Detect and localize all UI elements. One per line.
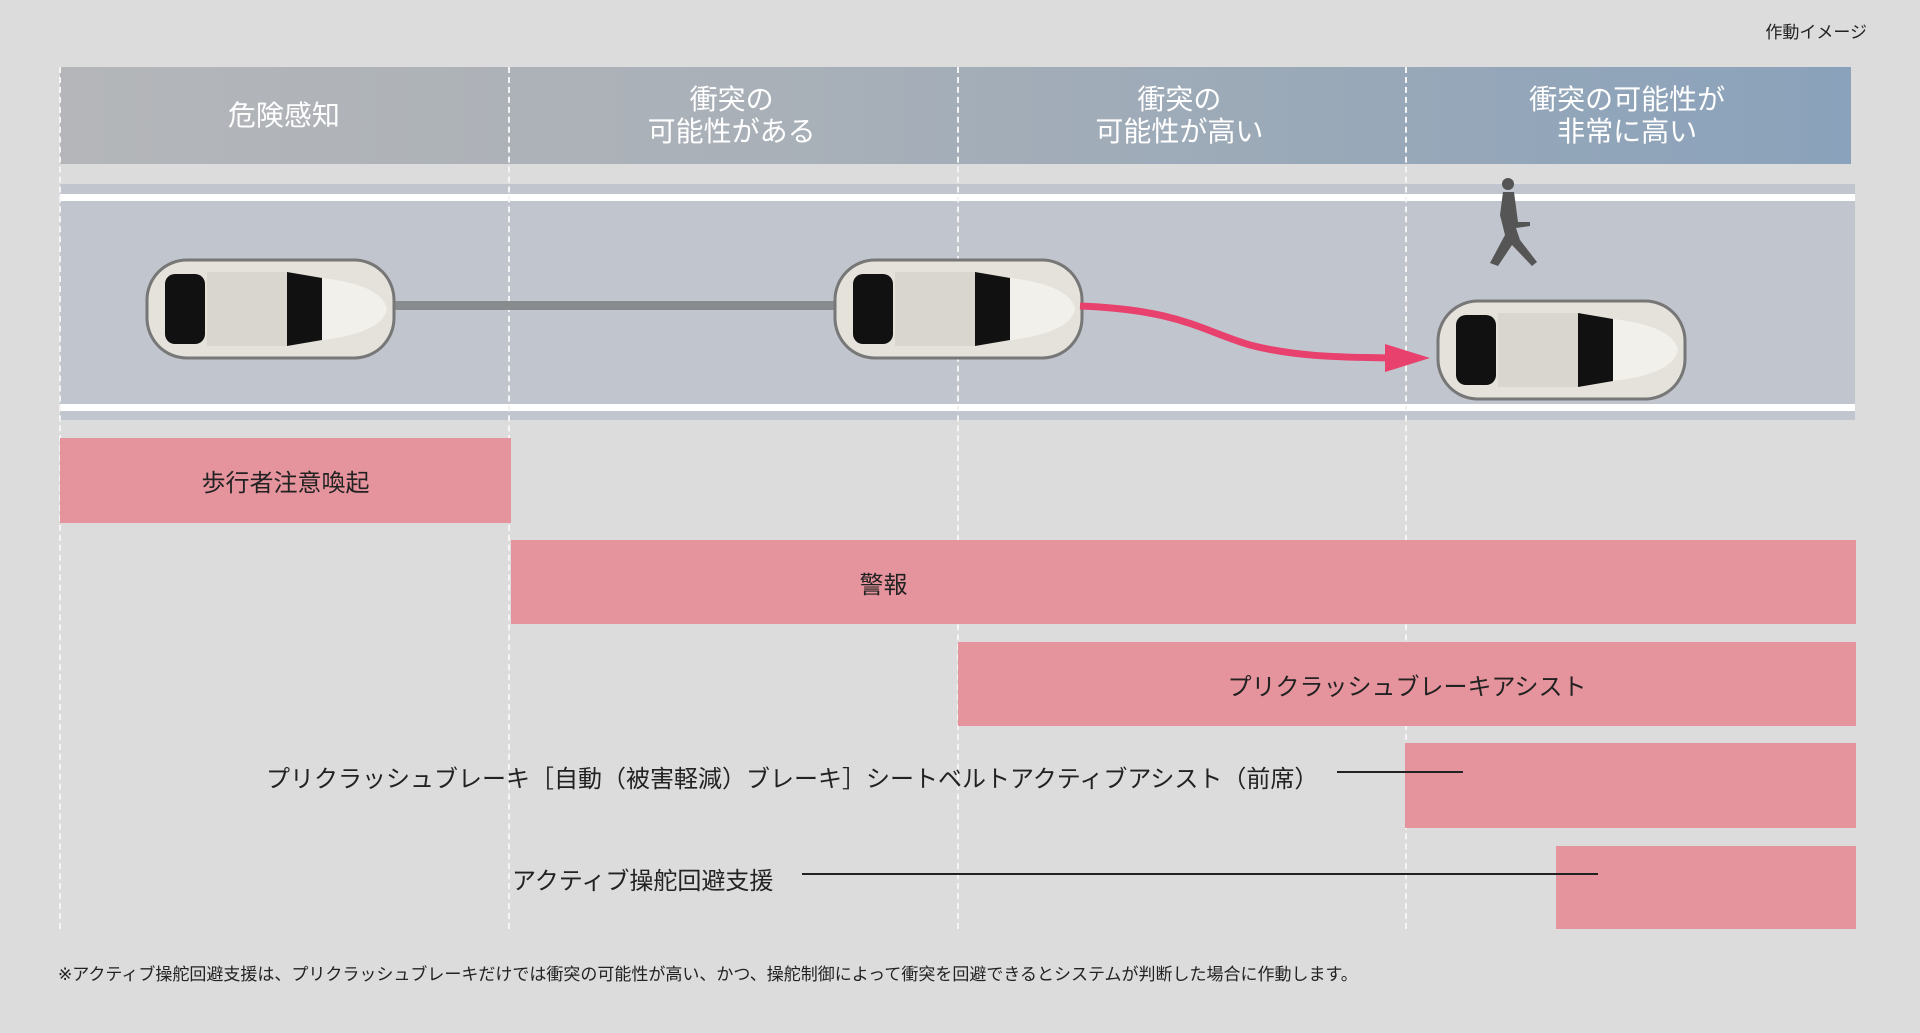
function-label: 警報 [859, 570, 908, 599]
function-bar-steering-assist [1556, 846, 1856, 929]
phase-possible: 衝突の 可能性がある [647, 82, 816, 148]
phase-detect: 危険感知 [227, 98, 340, 132]
auto-brake-label: プリクラッシュブレーキ［自動（被害軽減）ブレーキ］シートベルトアクティブアシスト… [266, 765, 1319, 793]
car-1 [145, 258, 396, 360]
phase-header: 危険感知 衝突の 可能性がある 衝突の 可能性が高い 衝突の可能性が 非常に高い [60, 67, 1851, 164]
image-label: 作動イメージ [1765, 23, 1867, 43]
phase-divider [1405, 67, 1407, 929]
arrow-head-icon [1385, 344, 1430, 372]
function-bar-pedestrian-alert: 歩行者注意喚起 [60, 438, 511, 523]
phase-high: 衝突の 可能性が高い [1095, 82, 1264, 148]
function-label: 歩行者注意喚起 [201, 469, 370, 497]
function-bar-auto-brake [1405, 743, 1856, 828]
travel-path [394, 301, 835, 310]
steering-assist-label: アクティブ操舵回避支援 [512, 867, 774, 895]
leader-line [802, 873, 1598, 875]
pedestrian-icon [1490, 178, 1537, 266]
phase-very-high: 衝突の可能性が 非常に高い [1529, 82, 1726, 148]
avoidance-arrow [1079, 302, 1391, 362]
car-3 [1436, 299, 1687, 401]
car-2 [833, 258, 1084, 360]
function-bar-warning: 警報 [511, 540, 1856, 624]
phase-divider [957, 67, 959, 929]
function-label: プリクラッシュブレーキアシスト [1227, 672, 1587, 701]
function-bar-brake-assist: プリクラッシュブレーキアシスト [958, 642, 1856, 726]
footnote: ※アクティブ操舵回避支援は、プリクラッシュブレーキだけでは衝突の可能性が高い、か… [58, 965, 1358, 985]
leader-line [1337, 771, 1463, 773]
